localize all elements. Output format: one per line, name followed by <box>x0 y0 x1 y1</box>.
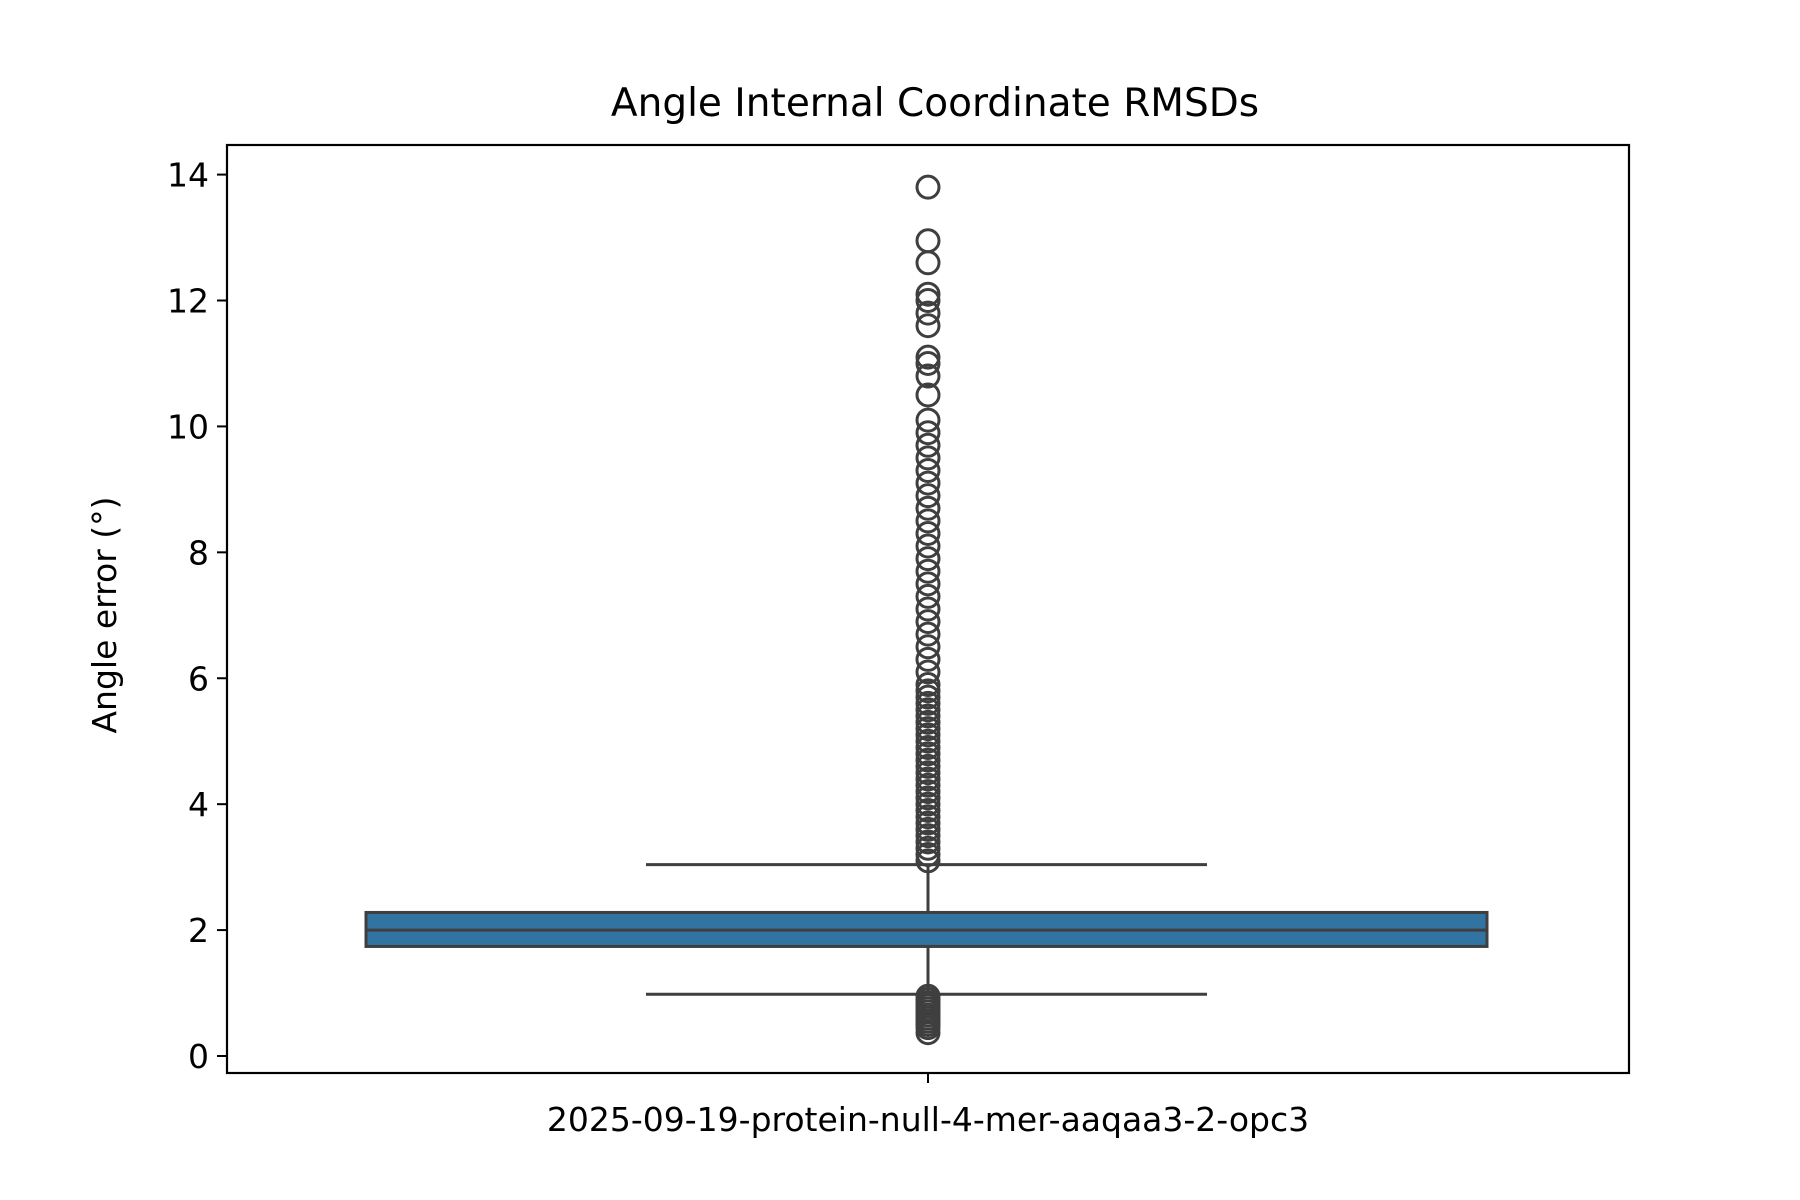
outlier-point <box>915 609 941 635</box>
outlier-point <box>915 722 941 748</box>
outlier-point <box>915 741 941 767</box>
outlier-point <box>915 684 941 710</box>
outlier-point <box>915 797 941 823</box>
outlier-point <box>915 483 941 509</box>
outlier-point <box>915 300 941 326</box>
outlier-point <box>915 842 941 868</box>
outlier-point <box>915 697 941 723</box>
outlier-point <box>915 804 941 830</box>
outlier-point <box>915 533 941 559</box>
outlier-point <box>915 829 941 855</box>
x-tick-label: 2025-09-19-protein-null-4-mer-aaqaa3-2-o… <box>547 1100 1309 1139</box>
outlier-point <box>915 508 941 534</box>
outlier-point <box>915 716 941 742</box>
outlier-point <box>915 350 941 376</box>
outlier-point <box>915 583 941 609</box>
outlier-point <box>915 344 941 370</box>
outlier-point <box>915 495 941 521</box>
y-tick-label: 12 <box>167 282 209 321</box>
outlier-point <box>915 735 941 761</box>
outlier-point <box>915 621 941 647</box>
outlier-point <box>915 983 941 1009</box>
outlier-point <box>915 174 941 200</box>
outlier-point <box>915 596 941 622</box>
outlier-point <box>915 634 941 660</box>
outlier-point <box>915 747 941 773</box>
y-tick-label: 6 <box>188 659 209 698</box>
outlier-point <box>915 659 941 685</box>
y-axis-label: Angle error (°) <box>85 496 124 733</box>
outlier-point <box>915 288 941 314</box>
outlier-point <box>915 432 941 458</box>
outlier-point <box>915 728 941 754</box>
outlier-point <box>915 816 941 842</box>
y-tick-label: 0 <box>188 1037 209 1076</box>
outlier-point <box>915 791 941 817</box>
outlier-point <box>915 810 941 836</box>
outlier-point <box>915 678 941 704</box>
chart-title: Angle Internal Coordinate RMSDs <box>611 81 1259 126</box>
y-tick-label: 10 <box>167 407 209 446</box>
y-tick-label: 8 <box>188 533 209 572</box>
outlier-point <box>915 382 941 408</box>
outlier-point <box>915 690 941 716</box>
outlier-point <box>915 823 941 849</box>
y-tick-label: 2 <box>188 911 209 950</box>
outlier-point <box>915 772 941 798</box>
outlier-point <box>915 779 941 805</box>
outlier-point <box>915 420 941 446</box>
outlier-point <box>915 558 941 584</box>
outlier-point <box>915 281 941 307</box>
outlier-point <box>915 703 941 729</box>
y-tick-label: 4 <box>188 785 209 824</box>
outlier-point <box>915 835 941 861</box>
outlier-point <box>915 363 941 389</box>
outlier-point <box>915 753 941 779</box>
outlier-point <box>915 785 941 811</box>
outlier-point <box>915 470 941 496</box>
outlier-point <box>915 445 941 471</box>
plot-area: 0 2 4 6 8 10 12 14 2025-09-19-protein-null-4-mer… <box>167 156 1489 1139</box>
outlier-point <box>915 709 941 735</box>
outlier-point <box>915 228 941 254</box>
outlier-point <box>915 520 941 546</box>
outlier-point <box>915 571 941 597</box>
axes-frame <box>225 143 1631 1075</box>
outlier-point <box>915 672 941 698</box>
outlier-point <box>915 407 941 433</box>
outlier-point <box>915 313 941 339</box>
outlier-point <box>915 546 941 572</box>
outlier-point <box>915 760 941 786</box>
y-tick-label: 14 <box>167 156 209 195</box>
outlier-point <box>915 766 941 792</box>
outlier-point <box>915 457 941 483</box>
outlier-point <box>915 646 941 672</box>
outlier-point <box>915 848 941 874</box>
